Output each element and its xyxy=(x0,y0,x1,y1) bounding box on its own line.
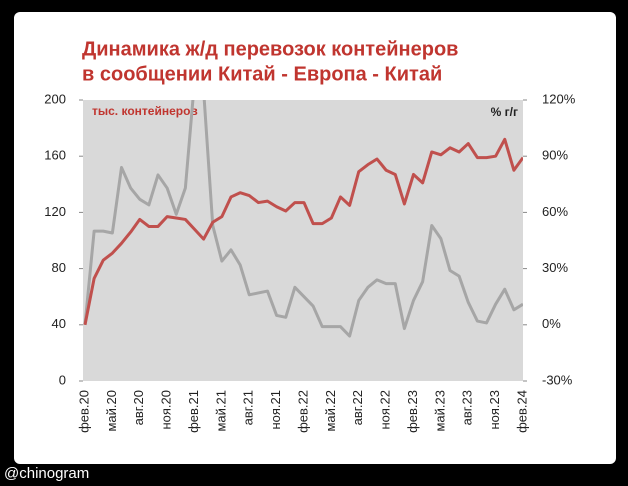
credit: @chinogram xyxy=(4,465,89,482)
x-tick-label: фев.23 xyxy=(405,390,420,433)
y2-tick-label: 30% xyxy=(542,260,568,275)
series-line xyxy=(83,100,523,338)
x-tick-label: авг.20 xyxy=(131,390,146,425)
y-tick-label: 160 xyxy=(44,148,66,163)
plot-area xyxy=(83,100,523,381)
x-tick-label: авг.23 xyxy=(460,390,475,425)
chart-title: Динамика ж/д перевозок контейнеров xyxy=(82,38,458,60)
x-tick-label: май.22 xyxy=(323,390,338,432)
x-tick-label: фев.21 xyxy=(186,390,201,433)
series-line xyxy=(83,137,523,326)
x-tick-label: фев.20 xyxy=(76,390,91,433)
y2-tick-label: 60% xyxy=(542,204,568,219)
y-tick-label: 0 xyxy=(59,372,66,387)
y2-tick-label: 120% xyxy=(542,91,576,106)
y-tick-label: 40 xyxy=(52,316,66,331)
x-tick-label: ноя.23 xyxy=(487,390,502,430)
y2-tick-label: -30% xyxy=(542,372,573,387)
chart-title: в сообщении Китай - Европа - Китай xyxy=(82,63,442,85)
x-tick-label: май.20 xyxy=(104,390,119,432)
y-tick-label: 120 xyxy=(44,204,66,219)
right-axis-label: % г/г xyxy=(491,105,518,119)
y2-tick-label: 0% xyxy=(542,316,561,331)
y-tick-label: 80 xyxy=(52,260,66,275)
x-tick-label: ноя.21 xyxy=(268,390,283,430)
x-tick-label: ноя.22 xyxy=(378,390,393,430)
x-tick-label: ноя.20 xyxy=(159,390,174,430)
x-tick-label: фев.22 xyxy=(295,390,310,433)
left-axis-label: тыс. контейнеров xyxy=(92,104,198,118)
x-tick-label: май.21 xyxy=(213,390,228,432)
y2-tick-label: 90% xyxy=(542,148,568,163)
x-tick-label: фев.24 xyxy=(514,390,529,433)
x-tick-label: авг.22 xyxy=(350,390,365,425)
x-tick-label: авг.21 xyxy=(241,390,256,425)
x-tick-label: май.23 xyxy=(432,390,447,432)
y-tick-label: 200 xyxy=(44,91,66,106)
